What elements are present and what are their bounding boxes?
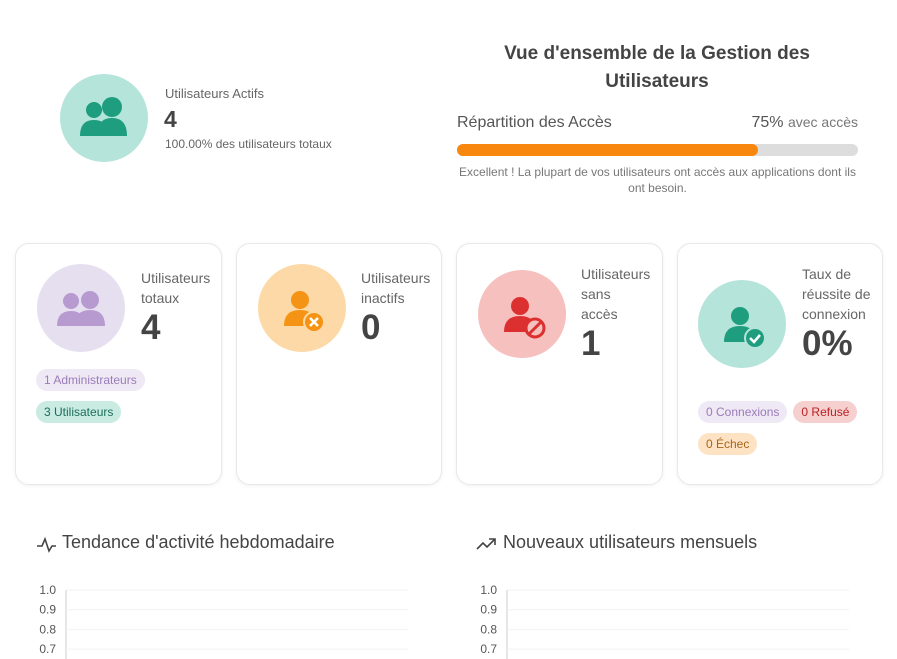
trend-icon xyxy=(476,538,496,550)
summary-note: 100.00% des utilisateurs totaux xyxy=(165,137,332,151)
access-suffix: avec accès xyxy=(787,114,858,130)
card-value: 0 xyxy=(361,308,381,347)
badge: 3 Utilisateurs xyxy=(36,401,122,423)
y-tick-label: 1.0 xyxy=(39,583,56,597)
card: Utilisateurs inactifs 0 xyxy=(236,243,442,485)
card-value: 0% xyxy=(802,324,853,363)
icon-circle xyxy=(478,270,566,358)
activity-icon xyxy=(37,536,56,553)
summary-label: Utilisateurs Actifs xyxy=(165,86,264,101)
card-value: 1 xyxy=(581,324,601,363)
icon-circle xyxy=(258,264,346,352)
y-tick-label: 0.8 xyxy=(39,622,56,636)
users-icon xyxy=(57,291,105,326)
icon-circle xyxy=(698,280,786,368)
overview-title: Vue d'ensemble de la Gestion des Utilisa… xyxy=(504,43,810,92)
user-check-icon xyxy=(724,307,766,349)
badge: 0 Échec xyxy=(698,433,758,455)
access-message: Excellent ! La plupart de vos utilisateu… xyxy=(459,165,856,195)
card-value: 4 xyxy=(141,308,161,347)
user-ban-icon xyxy=(504,297,546,339)
chart-title: Tendance d'activité hebdomadaire xyxy=(62,532,335,552)
card: Utilisateurs totaux 4 1 Administrateurs 3 … xyxy=(15,243,222,485)
y-tick-label: 0.7 xyxy=(39,642,56,656)
card-label: Utilisateurs inactifs xyxy=(361,270,431,306)
progress-fill xyxy=(457,144,758,156)
badge: 0 Refusé xyxy=(793,401,858,423)
badges: 1 Administrateurs 3 Utilisateurs xyxy=(36,369,216,433)
card-label: Taux de réussite de connexion xyxy=(802,266,871,322)
badge: 1 Administrateurs xyxy=(36,369,145,391)
y-tick-label: 0.8 xyxy=(480,622,497,636)
badge: 0 Connexions xyxy=(698,401,788,423)
y-tick-label: 0.9 xyxy=(480,603,497,617)
user-x-icon xyxy=(284,291,325,333)
y-tick-label: 0.7 xyxy=(480,642,497,656)
summary-value: 4 xyxy=(164,106,177,132)
access-summary: 75% avec accès xyxy=(751,114,858,132)
card: Taux de réussite de connexion 0% 0 Connex… xyxy=(677,243,883,485)
icon-circle xyxy=(60,74,148,162)
y-tick-label: 0.9 xyxy=(39,603,56,617)
progress-track xyxy=(457,144,858,156)
chart-title: Nouveaux utilisateurs mensuels xyxy=(503,532,757,552)
icon-circle xyxy=(37,264,125,352)
card: Utilisateurs sans accès 1 xyxy=(456,243,663,485)
y-tick-label: 1.0 xyxy=(480,583,497,597)
access-percent: 75% xyxy=(751,114,784,131)
badges: 0 Connexions 0 Refusé 0 Échec xyxy=(698,401,878,465)
access-label: Répartition des Accès xyxy=(457,114,612,131)
card-label: Utilisateurs sans accès xyxy=(581,266,651,322)
users-icon xyxy=(80,97,127,136)
card-label: Utilisateurs totaux xyxy=(141,270,211,306)
